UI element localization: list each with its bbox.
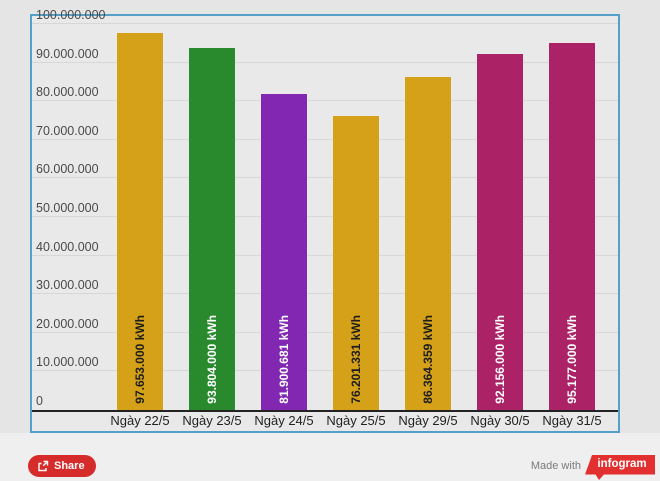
x-axis-labels-row: Ngày 22/5 Ngày 23/5 Ngày 24/5 Ngày 25/5 Ngày… [32,412,618,431]
gridline [32,100,618,102]
y-axis-tick-label: 100.000.000 [36,8,106,22]
gridline [32,61,618,63]
bar[interactable]: 81.900.681 kWh [261,93,307,410]
bar[interactable]: 76.201.331 kWh [333,115,379,410]
made-with-label: Made with [530,460,581,472]
share-button[interactable]: Share [28,455,96,477]
y-axis-tick-label: 70.000.000 [36,123,99,138]
gridline [32,254,618,256]
y-axis-tick-label: 80.000.000 [36,85,99,100]
y-axis-tick-label: 60.000.000 [36,162,99,177]
bar[interactable]: 92.156.000 kWh [477,54,523,410]
share-icon [37,460,49,472]
y-axis-tick-label: 50.000.000 [36,201,99,215]
x-axis-tick-label: Ngày 29/5 [398,413,458,428]
bar[interactable]: 93.804.000 kWh [189,47,235,410]
gridline [32,216,618,217]
gridline [32,370,618,372]
gridline [32,23,618,24]
x-axis-tick-label: Ngày 31/5 [542,413,602,428]
x-axis-tick-label: Ngày 25/5 [326,413,386,428]
y-axis-tick-label: 20.000.000 [36,316,99,331]
bar-value-label: 76.201.331 kWh [349,315,363,404]
gridline [32,331,618,333]
footer-strip [0,433,660,481]
x-axis-tick-label: Ngày 30/5 [470,413,530,428]
bar-value-label: 81.900.681 kWh [277,315,291,404]
x-axis-tick-label: Ngày 22/5 [110,413,170,428]
gridline [32,177,618,179]
y-axis-tick-label: 30.000.000 [36,278,99,293]
gridline [32,138,618,140]
y-axis-tick-label: 40.000.000 [36,239,99,254]
bar-value-label: 86.364.359 kWh [421,315,435,404]
bar[interactable]: 97.653.000 kWh [117,33,163,410]
x-axis-tick-label: Ngày 23/5 [182,413,242,428]
plot-area: 0 10.000.000 20.000.000 30.000.000 40.000.00… [32,8,618,410]
chart-frame: 0 10.000.000 20.000.000 30.000.000 40.000.00… [30,8,620,433]
infogram-logo-label: infogram [597,458,647,470]
x-axis-line [32,410,618,412]
share-button-label: Share [54,460,85,472]
x-axis-tick-label: Ngày 24/5 [254,413,314,428]
bar-value-label: 95.177.000 kWh [565,315,579,404]
bar[interactable]: 95.177.000 kWh [549,42,595,410]
y-axis-tick-label: 90.000.000 [36,46,99,61]
y-axis-tick-label: 0 [36,394,43,408]
bar-value-label: 97.653.000 kWh [133,315,147,404]
bar[interactable]: 86.364.359 kWh [405,76,451,410]
gridline [32,293,618,295]
bar-value-label: 93.804.000 kWh [205,315,219,404]
y-axis-tick-label: 10.000.000 [36,355,99,370]
bar-value-label: 92.156.000 kWh [493,315,507,404]
